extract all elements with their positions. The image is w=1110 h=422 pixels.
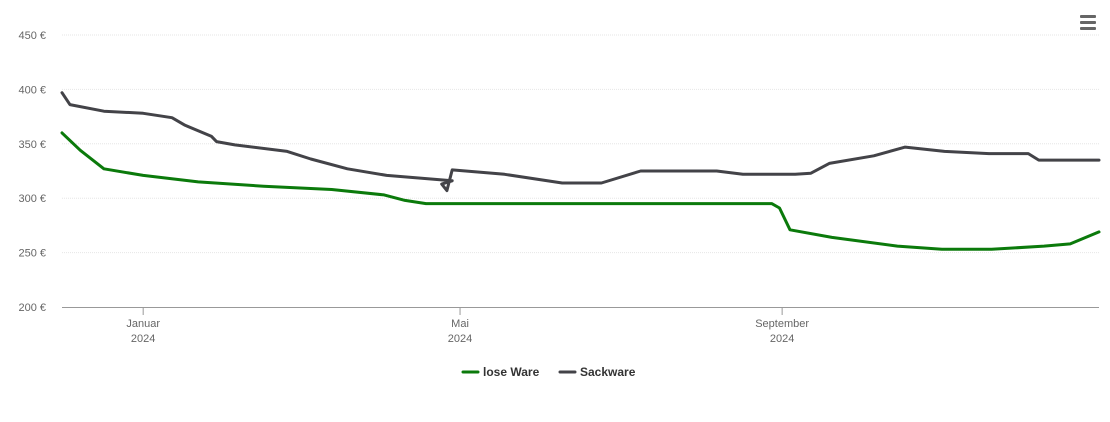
x-tick-year: 2024 — [770, 333, 794, 345]
y-tick-label: 300 € — [18, 193, 46, 205]
series-line-2[interactable] — [60, 91, 1101, 193]
x-tick-month: Januar — [126, 318, 160, 330]
legend-label: lose Ware — [483, 365, 540, 379]
series-lines — [60, 91, 1101, 251]
series-line-1[interactable] — [60, 131, 1101, 251]
hamburger-menu-icon[interactable] — [1076, 10, 1100, 34]
x-tick-month: Mai — [451, 318, 469, 330]
y-tick-label: 250 € — [18, 248, 46, 260]
legend-label: Sackware — [580, 365, 636, 379]
x-tick-month: September — [755, 318, 809, 330]
legend-item-1[interactable]: lose Ware — [461, 365, 540, 379]
y-tick-label: 200 € — [18, 302, 46, 314]
legend[interactable]: lose Ware Sackware — [461, 365, 636, 379]
x-axis: Januar 2024 Mai 2024 September 2024 — [62, 307, 1099, 345]
y-tick-label: 400 € — [18, 84, 46, 96]
y-axis: 200 € 250 € 300 € 350 € 400 € 450 € — [18, 30, 46, 314]
x-tick-year: 2024 — [131, 333, 155, 345]
y-tick-label: 450 € — [18, 30, 46, 42]
legend-item-2[interactable]: Sackware — [558, 365, 636, 379]
grid-lines — [62, 34, 1099, 254]
y-tick-label: 350 € — [18, 139, 46, 151]
x-tick-year: 2024 — [448, 333, 472, 345]
